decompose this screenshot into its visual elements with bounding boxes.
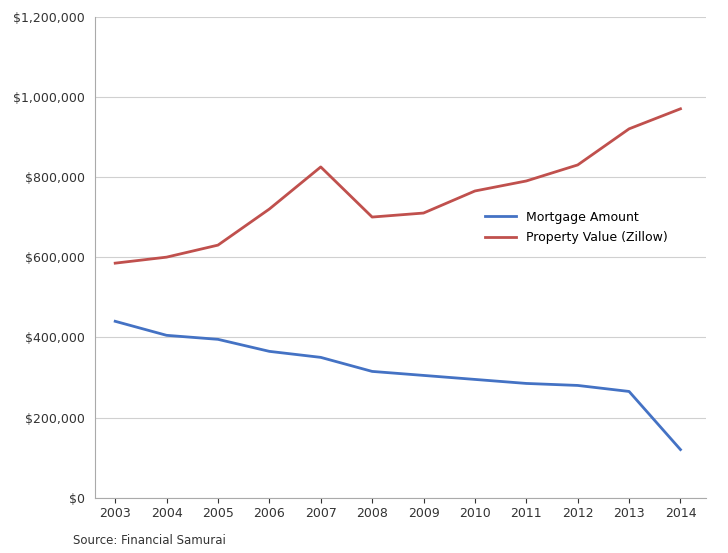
Property Value (Zillow) [213,242,222,248]
Property Value (Zillow) [162,254,171,260]
Line: Property Value (Zillow): Property Value (Zillow) [115,109,681,263]
Property Value (Zillow) [470,187,479,194]
Property Value (Zillow) [111,260,119,267]
Mortgage Amount [111,318,119,325]
Line: Mortgage Amount: Mortgage Amount [115,321,681,450]
Property Value (Zillow) [265,206,274,212]
Text: Source: Financial Samurai: Source: Financial Samurai [73,534,226,547]
Property Value (Zillow) [419,210,428,216]
Mortgage Amount [317,354,325,361]
Property Value (Zillow) [317,164,325,170]
Property Value (Zillow) [625,126,633,132]
Property Value (Zillow) [368,214,376,221]
Mortgage Amount [522,380,531,387]
Mortgage Amount [676,446,685,453]
Mortgage Amount [574,382,582,389]
Property Value (Zillow) [522,178,531,184]
Mortgage Amount [162,332,171,338]
Mortgage Amount [265,348,274,354]
Legend: Mortgage Amount, Property Value (Zillow): Mortgage Amount, Property Value (Zillow) [480,206,673,249]
Property Value (Zillow) [574,161,582,168]
Mortgage Amount [213,336,222,343]
Property Value (Zillow) [676,106,685,112]
Mortgage Amount [625,388,633,395]
Mortgage Amount [470,376,479,383]
Mortgage Amount [419,372,428,379]
Mortgage Amount [368,368,376,375]
